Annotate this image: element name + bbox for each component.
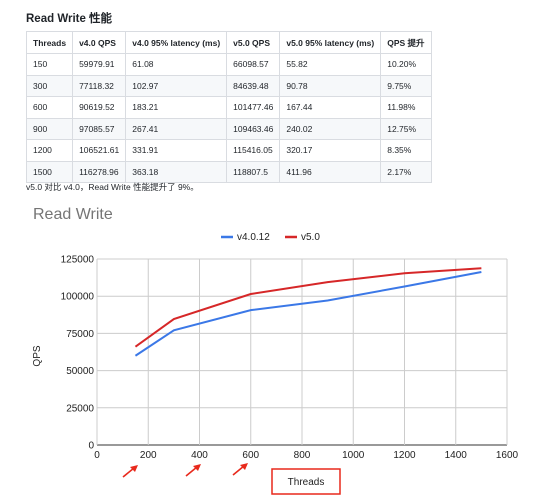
y-tick-label: 0: [88, 441, 94, 452]
chart-title: Read Write: [33, 206, 113, 223]
chart-gridlines: [96, 258, 508, 446]
x-axis-label: Threads: [288, 477, 325, 488]
cell-v4-qps: 77118.32: [72, 74, 127, 97]
header-threads: Threads: [25, 31, 74, 54]
chart-series: [134, 267, 482, 357]
annotation-arrow-head: [240, 463, 248, 470]
cell-qps-gain: 11.98%: [380, 96, 432, 119]
cell-v4-latency: 183.21: [125, 96, 228, 119]
cell-v5-qps: 115416.05: [226, 139, 281, 162]
table-row: 1200 106521.61 331.91 115416.05 320.17 8…: [25, 139, 432, 162]
x-axis-ticks: 0 200 400 600 800 1000 1200 1400 1600: [94, 450, 518, 461]
cell-v5-latency: 90.78: [279, 74, 382, 97]
series-line-v4: [134, 270, 482, 357]
y-axis-ticks: 0 25000 50000 75000 100000 125000: [61, 255, 95, 452]
header-v4-qps: v4.0 QPS: [72, 31, 127, 54]
x-tick-label: 1200: [393, 450, 416, 461]
table-row: 1500 116278.96 363.18 118807.5 411.96 2.…: [25, 160, 432, 183]
cell-qps-gain: 2.17%: [380, 160, 432, 183]
cell-qps-gain: 12.75%: [380, 117, 432, 140]
series-line-v5: [134, 267, 482, 348]
cell-v4-latency: 267.41: [125, 117, 228, 140]
cell-v4-latency: 61.08: [125, 53, 228, 76]
legend-label-v5: v5.0: [301, 232, 320, 243]
annotation-arrow-shaft: [185, 466, 198, 477]
cell-v4-qps: 59979.91: [72, 53, 127, 76]
table-row: 300 77118.32 102.97 84639.48 90.78 9.75%: [25, 74, 432, 97]
cell-threads: 1200: [25, 139, 74, 162]
y-tick-label: 100000: [61, 292, 95, 303]
table-row: 150 59979.91 61.08 66098.57 55.82 10.20%: [25, 53, 432, 76]
cell-qps-gain: 10.20%: [380, 53, 432, 76]
x-tick-label: 1000: [342, 450, 365, 461]
cell-qps-gain: 9.75%: [380, 74, 432, 97]
cell-threads: 150: [25, 53, 74, 76]
x-tick-label: 800: [294, 450, 311, 461]
cell-v5-latency: 167.44: [279, 96, 382, 119]
cell-v5-latency: 55.82: [279, 53, 382, 76]
performance-table: Threads v4.0 QPS v4.0 95% latency (ms) v…: [25, 31, 432, 183]
annotation-arrows: [122, 463, 248, 478]
cell-v5-latency: 240.02: [279, 117, 382, 140]
annotation-arrow-shaft: [122, 467, 135, 478]
cell-v4-qps: 106521.61: [72, 139, 127, 162]
y-tick-label: 25000: [66, 403, 94, 414]
cell-threads: 300: [25, 74, 74, 97]
cell-v5-latency: 411.96: [279, 160, 382, 183]
y-tick-label: 75000: [66, 329, 94, 340]
header-v5-latency: v5.0 95% latency (ms): [279, 31, 382, 54]
x-tick-label: 1400: [445, 450, 468, 461]
cell-v4-latency: 363.18: [125, 160, 228, 183]
x-tick-label: 400: [191, 450, 208, 461]
chart-legend: v4.0.12 v5.0: [221, 232, 320, 243]
x-tick-label: 600: [242, 450, 259, 461]
cell-v4-qps: 116278.96: [72, 160, 127, 183]
x-tick-label: 0: [94, 450, 100, 461]
cell-qps-gain: 8.35%: [380, 139, 432, 162]
cell-v5-qps: 118807.5: [226, 160, 281, 183]
read-write-chart: Read Write v4.0.12 v5.0 0 25000 50000 75000…: [32, 206, 519, 495]
y-axis-label: QPS: [32, 345, 43, 366]
cell-v5-qps: 84639.48: [226, 74, 281, 97]
y-tick-label: 125000: [61, 255, 95, 266]
cell-v5-qps: 101477.46: [226, 96, 281, 119]
section-heading: Read Write 性能: [26, 13, 113, 25]
legend-label-v4: v4.0.12: [237, 232, 270, 243]
header-v4-latency: v4.0 95% latency (ms): [125, 31, 228, 54]
cell-threads: 900: [25, 117, 74, 140]
x-tick-label: 1600: [496, 450, 519, 461]
threads-highlight-box: [271, 468, 341, 495]
y-tick-label: 50000: [66, 366, 94, 377]
header-v5-qps: v5.0 QPS: [226, 31, 281, 54]
cell-threads: 1500: [25, 160, 74, 183]
cell-v4-qps: 90619.52: [72, 96, 127, 119]
table-row: 600 90619.52 183.21 101477.46 167.44 11.…: [25, 96, 432, 119]
cell-v5-latency: 320.17: [279, 139, 382, 162]
x-tick-label: 200: [140, 450, 157, 461]
annotation-arrow-shaft: [232, 465, 245, 476]
cell-v4-latency: 102.97: [125, 74, 228, 97]
table-row: 900 97085.57 267.41 109463.46 240.02 12.…: [25, 117, 432, 140]
cell-v5-qps: 66098.57: [226, 53, 281, 76]
cell-v5-qps: 109463.46: [226, 117, 281, 140]
cell-v4-latency: 331.91: [125, 139, 228, 162]
cell-threads: 600: [25, 96, 74, 119]
annotation-arrow-head: [130, 465, 138, 472]
annotation-arrow-head: [193, 464, 201, 471]
header-qps-gain: QPS 提升: [380, 31, 432, 54]
summary-note: v5.0 对比 v4.0，Read Write 性能提升了 9%。: [26, 182, 199, 192]
cell-v4-qps: 97085.57: [72, 117, 127, 140]
table-header-row: Threads v4.0 QPS v4.0 95% latency (ms) v…: [25, 31, 432, 54]
